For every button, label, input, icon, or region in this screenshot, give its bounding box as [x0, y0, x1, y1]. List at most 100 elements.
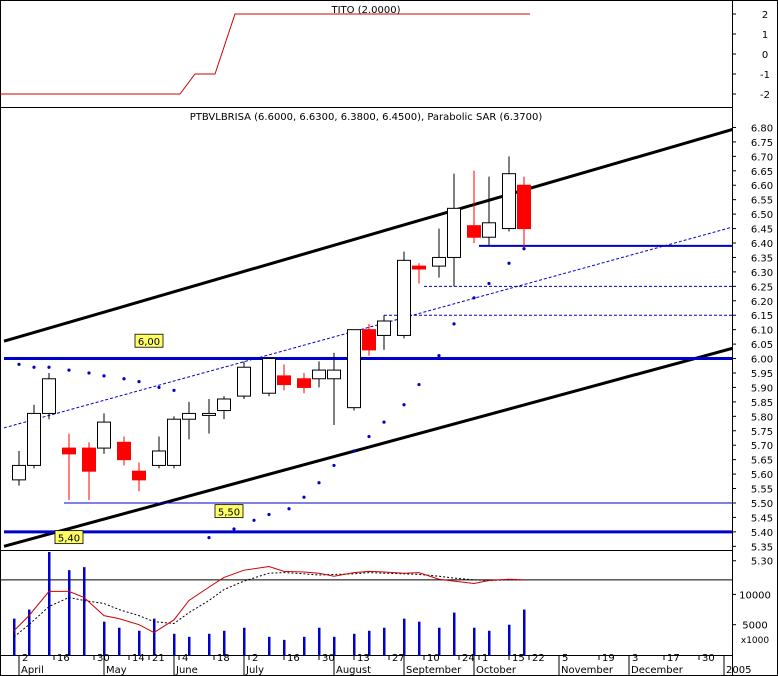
candlestick [182, 401, 196, 440]
candlestick [97, 413, 111, 454]
month-label: November [561, 665, 614, 676]
sar-dot [122, 377, 126, 381]
price-tick-label: 6.80 [751, 123, 773, 134]
month-label: April [21, 665, 44, 676]
candle-body [202, 412, 216, 416]
sar-dot [522, 247, 526, 251]
candle-body [12, 464, 26, 481]
price-tick-label: 6.60 [751, 181, 773, 192]
price-tick-label: 6.35 [751, 253, 773, 264]
price-lines [3, 127, 732, 548]
candle-body [447, 207, 461, 258]
candle-body [62, 447, 76, 455]
volume-bar [243, 627, 246, 655]
indicator-tick-label: -2 [760, 90, 770, 101]
sar-dot [102, 374, 106, 378]
candle-body [412, 265, 426, 270]
sar-dot [367, 434, 371, 439]
candlestick [377, 315, 391, 350]
volume-bar [188, 636, 191, 655]
candle-body [97, 421, 111, 449]
price-tick-label: 5.85 [751, 398, 773, 409]
volume-bar [523, 609, 526, 655]
candlestick [347, 329, 361, 411]
level-label-box [54, 530, 84, 545]
sar-dot [402, 403, 406, 407]
candlestick [312, 361, 326, 388]
volume-bar [118, 627, 121, 655]
x-tick-label: 18 [217, 653, 230, 664]
sar-dot [17, 362, 21, 366]
candlestick [327, 352, 341, 425]
price-tick-label: 6.55 [751, 196, 773, 207]
x-tick-label: 4 [182, 653, 188, 664]
price-tick-label: 6.50 [751, 210, 773, 221]
x-tick-label: 15 [512, 653, 525, 664]
volume-bar [418, 621, 421, 655]
price-tick-label: 5.90 [751, 383, 773, 394]
volume-bar [208, 633, 211, 655]
tito-line [0, 13, 530, 95]
sar-dot [172, 388, 176, 392]
price-tick-label: 5.75 [751, 427, 773, 438]
month-label: September [406, 665, 462, 676]
volume-bar [83, 567, 86, 655]
candle-body [467, 225, 481, 238]
price-tick-label: 5.45 [751, 513, 773, 524]
sar-dot [472, 296, 476, 300]
candlestick [447, 173, 461, 287]
sar-dot [267, 512, 271, 517]
candle-body [432, 256, 446, 267]
x-tick-label: 16 [287, 653, 300, 664]
volume-bar [268, 636, 271, 655]
candlestick [517, 176, 531, 249]
volume-bar [508, 624, 511, 655]
indicator-tick-label: 2 [762, 10, 768, 21]
level-label-text: 5,50 [218, 508, 240, 519]
sar-dot [417, 382, 421, 387]
price-title: PTBVLBRISA (6.6000, 6.6300, 6.3800, 6.45… [190, 112, 543, 123]
sar-dot [87, 371, 91, 375]
month-label: 2005 [726, 665, 751, 676]
candlestick [62, 433, 76, 501]
volume-bar [48, 552, 51, 655]
sar-dot [157, 385, 161, 390]
x-tick-label: 1 [482, 653, 488, 664]
candlestick [12, 450, 26, 486]
volume-bar [303, 636, 306, 655]
candlestick [237, 361, 251, 399]
candlestick [117, 436, 131, 466]
volume-bar [28, 609, 31, 655]
candle-body [182, 412, 196, 420]
volume-unit-label: x1000 [741, 636, 770, 646]
channel-line [3, 127, 732, 343]
x-tick-label: 5 [562, 653, 568, 664]
x-axis: 2 16 30 14 21 4 18 2 16 30 13 27 10 24 1 15 22 5 19 3 17 30 Ap… [18, 653, 751, 676]
candlestick [432, 228, 446, 278]
price-tick-label: 6.25 [751, 282, 773, 293]
x-tick-label: 30 [97, 653, 110, 664]
volume-bar [153, 618, 156, 655]
volume-panel: 10000 5000 [0, 552, 771, 655]
candlestick [412, 263, 426, 284]
indicator-tick-label: 0 [762, 50, 768, 61]
volume-bar [103, 621, 106, 655]
price-tick-label: 5.60 [751, 470, 773, 481]
candlestick [262, 358, 276, 397]
price-tick-label: 6.20 [751, 297, 773, 308]
volume-bar [68, 570, 71, 655]
tito-indicator-panel: 2 1 0 -1 -2 [0, 10, 770, 101]
price-tick-label: 5.80 [751, 412, 773, 423]
month-label: August [336, 665, 371, 676]
candlestick [152, 436, 166, 469]
x-tick-label: 27 [392, 653, 405, 664]
x-tick-label: 14 [132, 653, 145, 664]
tito-title: TITO (2.0000) [330, 5, 400, 16]
candlestick [217, 396, 231, 420]
candle-body [132, 470, 146, 481]
level-label: 5,40 [54, 530, 84, 545]
x-tick-label: 30 [702, 653, 715, 664]
candle-body [217, 398, 231, 412]
